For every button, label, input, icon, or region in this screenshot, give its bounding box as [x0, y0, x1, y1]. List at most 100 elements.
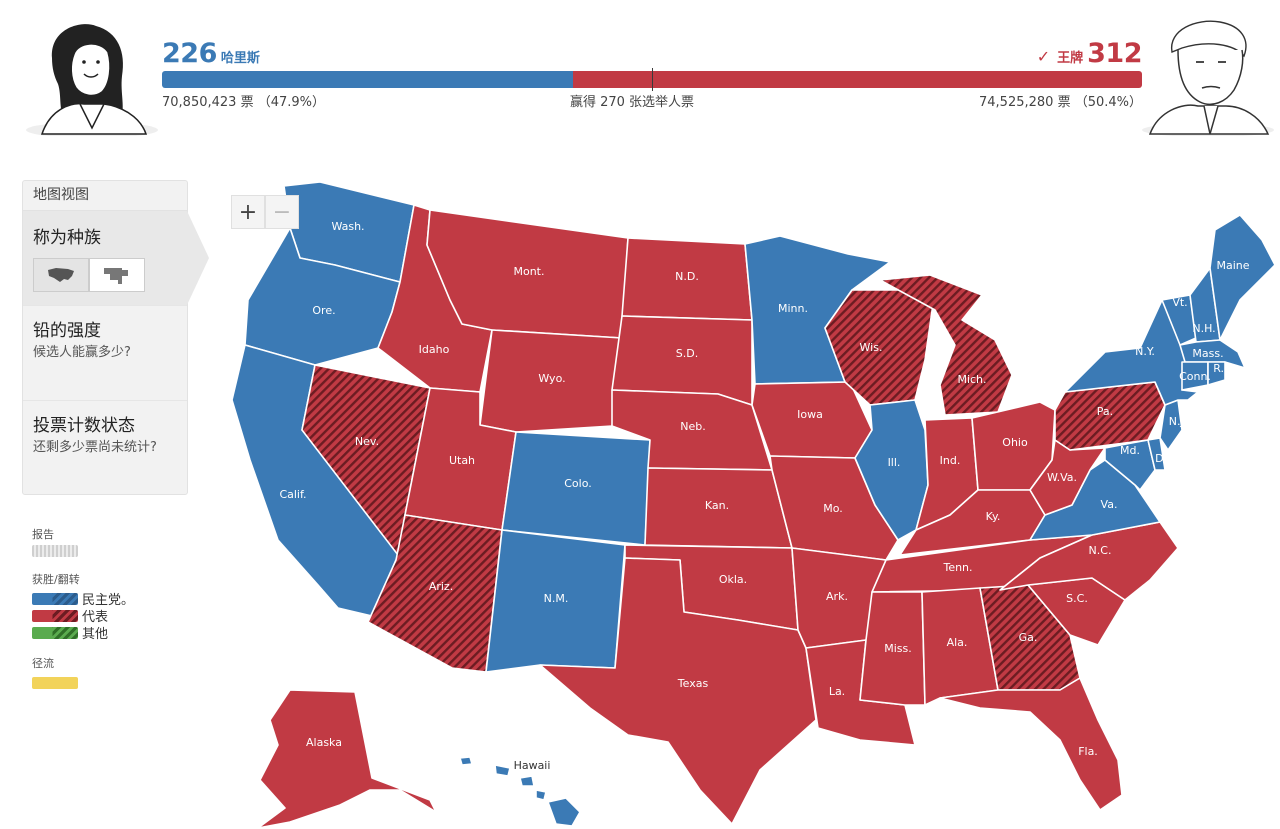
state-label: Iowa [797, 408, 823, 421]
legend-dem: 民主党。 [32, 590, 162, 608]
panel-item-title: 铅的强度 [33, 321, 101, 341]
state-label: Conn. [1179, 370, 1211, 383]
panel-item-title: 投票计数状态 [33, 416, 135, 436]
state-maine[interactable] [1209, 214, 1276, 341]
legend-dem-label: 民主党。 [82, 593, 135, 608]
270-threshold-marker [651, 68, 653, 91]
state-label: Maine [1216, 259, 1249, 272]
map-legend: 报告 获胜/翻转 民主党。 代表 其他 径流 [32, 526, 162, 691]
cartogram-icon [104, 268, 128, 284]
state-label: Mont. [513, 265, 544, 278]
threshold-text: 赢得 270 张选举人票 [569, 95, 695, 110]
rep-swatch [32, 609, 78, 622]
state-label: Vt. [1172, 296, 1187, 309]
state-label: Utah [449, 454, 475, 467]
dem-popular-votes: 70,850,423 票 （47.9%） [162, 95, 325, 110]
state-label: Mo. [823, 502, 843, 515]
state-label: Mich. [957, 373, 986, 386]
state-label: Va. [1101, 498, 1118, 511]
panel-item-lead-strength[interactable]: 铅的强度 候选人能赢多少? [23, 306, 187, 401]
state-label: Wash. [331, 220, 364, 233]
winner-check-icon: ✓ [1036, 47, 1051, 66]
legend-flow [32, 674, 162, 691]
state-label: Neb. [680, 420, 705, 433]
state-mich[interactable] [879, 274, 1013, 416]
state-label: Mass. [1192, 347, 1223, 360]
state-label: La. [829, 685, 845, 698]
state-label: S.C. [1066, 592, 1088, 605]
state-texas[interactable] [539, 557, 817, 825]
state-label: Calif. [279, 488, 306, 501]
dem-candidate-name: 哈里斯 [220, 51, 260, 66]
legend-rep-label: 代表 [82, 610, 109, 625]
state-label: Ind. [940, 454, 961, 467]
trump-portrait [1142, 20, 1274, 136]
state-label: Ala. [947, 636, 968, 649]
state-wis[interactable] [824, 289, 936, 406]
state-label: Wyo. [538, 372, 565, 385]
harris-portrait [26, 24, 158, 136]
state-label: Idaho [419, 343, 450, 356]
rep-candidate-name: 王牌 [1057, 51, 1084, 66]
legend-winflip-heading: 获胜/翻转 [32, 573, 80, 586]
state-label: N.C. [1089, 544, 1112, 557]
zoom-out-button[interactable]: − [265, 195, 299, 229]
dem-swatch [32, 592, 78, 605]
panel-item-vote-count[interactable]: 投票计数状态 还剩多少票尚未统计? [23, 401, 187, 467]
state-label: N.J. [1169, 415, 1187, 428]
zoom-in-button[interactable]: + [231, 195, 265, 229]
state-label: N.D. [675, 270, 699, 283]
panel-header: 地图视图 [23, 181, 187, 211]
us-map-icon [48, 268, 74, 282]
state-label: Nev. [355, 435, 379, 448]
geographic-map-button[interactable] [33, 258, 89, 292]
state-label: R.I. [1213, 362, 1231, 375]
panel-item-title: 称为种族 [33, 228, 101, 248]
state-hawaii[interactable] [459, 756, 581, 827]
state-label: N.H. [1192, 322, 1215, 335]
rep-bar-segment [572, 71, 1142, 88]
panel-item-subtitle: 还剩多少票尚未统计? [33, 440, 157, 455]
legend-report-heading: 报告 [32, 528, 54, 541]
flow-swatch [32, 676, 78, 689]
state-nc[interactable] [999, 521, 1179, 601]
legend-report-swatch [32, 545, 78, 557]
state-label: W.Va. [1047, 471, 1077, 484]
state-label: Ark. [826, 590, 848, 603]
state-label: Ohio [1002, 436, 1028, 449]
rep-candidate: ✓ 王牌 312 [1036, 38, 1143, 70]
state-alaska[interactable] [257, 689, 437, 829]
state-label: Alaska [306, 736, 342, 749]
cartogram-map-button[interactable] [89, 258, 145, 292]
zoom-controls: + − [231, 195, 299, 229]
state-label: Fla. [1078, 745, 1098, 758]
state-wyo[interactable] [479, 329, 623, 433]
rep-electoral-votes: 312 [1087, 38, 1142, 69]
state-label: Md. [1120, 444, 1140, 457]
dem-candidate: 226 哈里斯 [162, 38, 264, 70]
legend-rep: 代表 [32, 607, 162, 625]
state-label: Colo. [564, 477, 592, 490]
electoral-vote-bar [162, 71, 1142, 88]
state-ri[interactable] [1207, 361, 1226, 386]
legend-flow-heading: 径流 [32, 657, 54, 670]
state-label: Del. [1155, 452, 1177, 465]
panel-item-called-race[interactable]: 称为种族 [23, 211, 209, 306]
state-label: Ill. [888, 456, 901, 469]
state-fla[interactable] [939, 677, 1123, 811]
state-label: S.D. [676, 347, 698, 360]
rep-popular-votes: 74,525,280 票 （50.4%） [979, 95, 1142, 110]
state-label: Texas [677, 677, 709, 690]
state-ill[interactable] [854, 399, 929, 541]
state-label: Ga. [1019, 631, 1038, 644]
state-label: Ore. [312, 304, 335, 317]
legend-other: 其他 [32, 624, 162, 642]
panel-item-subtitle: 候选人能赢多少? [33, 345, 131, 360]
other-swatch [32, 626, 78, 639]
state-label: Okla. [719, 573, 747, 586]
dem-electoral-votes: 226 [162, 38, 217, 69]
state-label: Ky. [986, 510, 1001, 523]
map-style-toggle[interactable] [33, 258, 177, 292]
state-del[interactable] [1147, 437, 1166, 471]
